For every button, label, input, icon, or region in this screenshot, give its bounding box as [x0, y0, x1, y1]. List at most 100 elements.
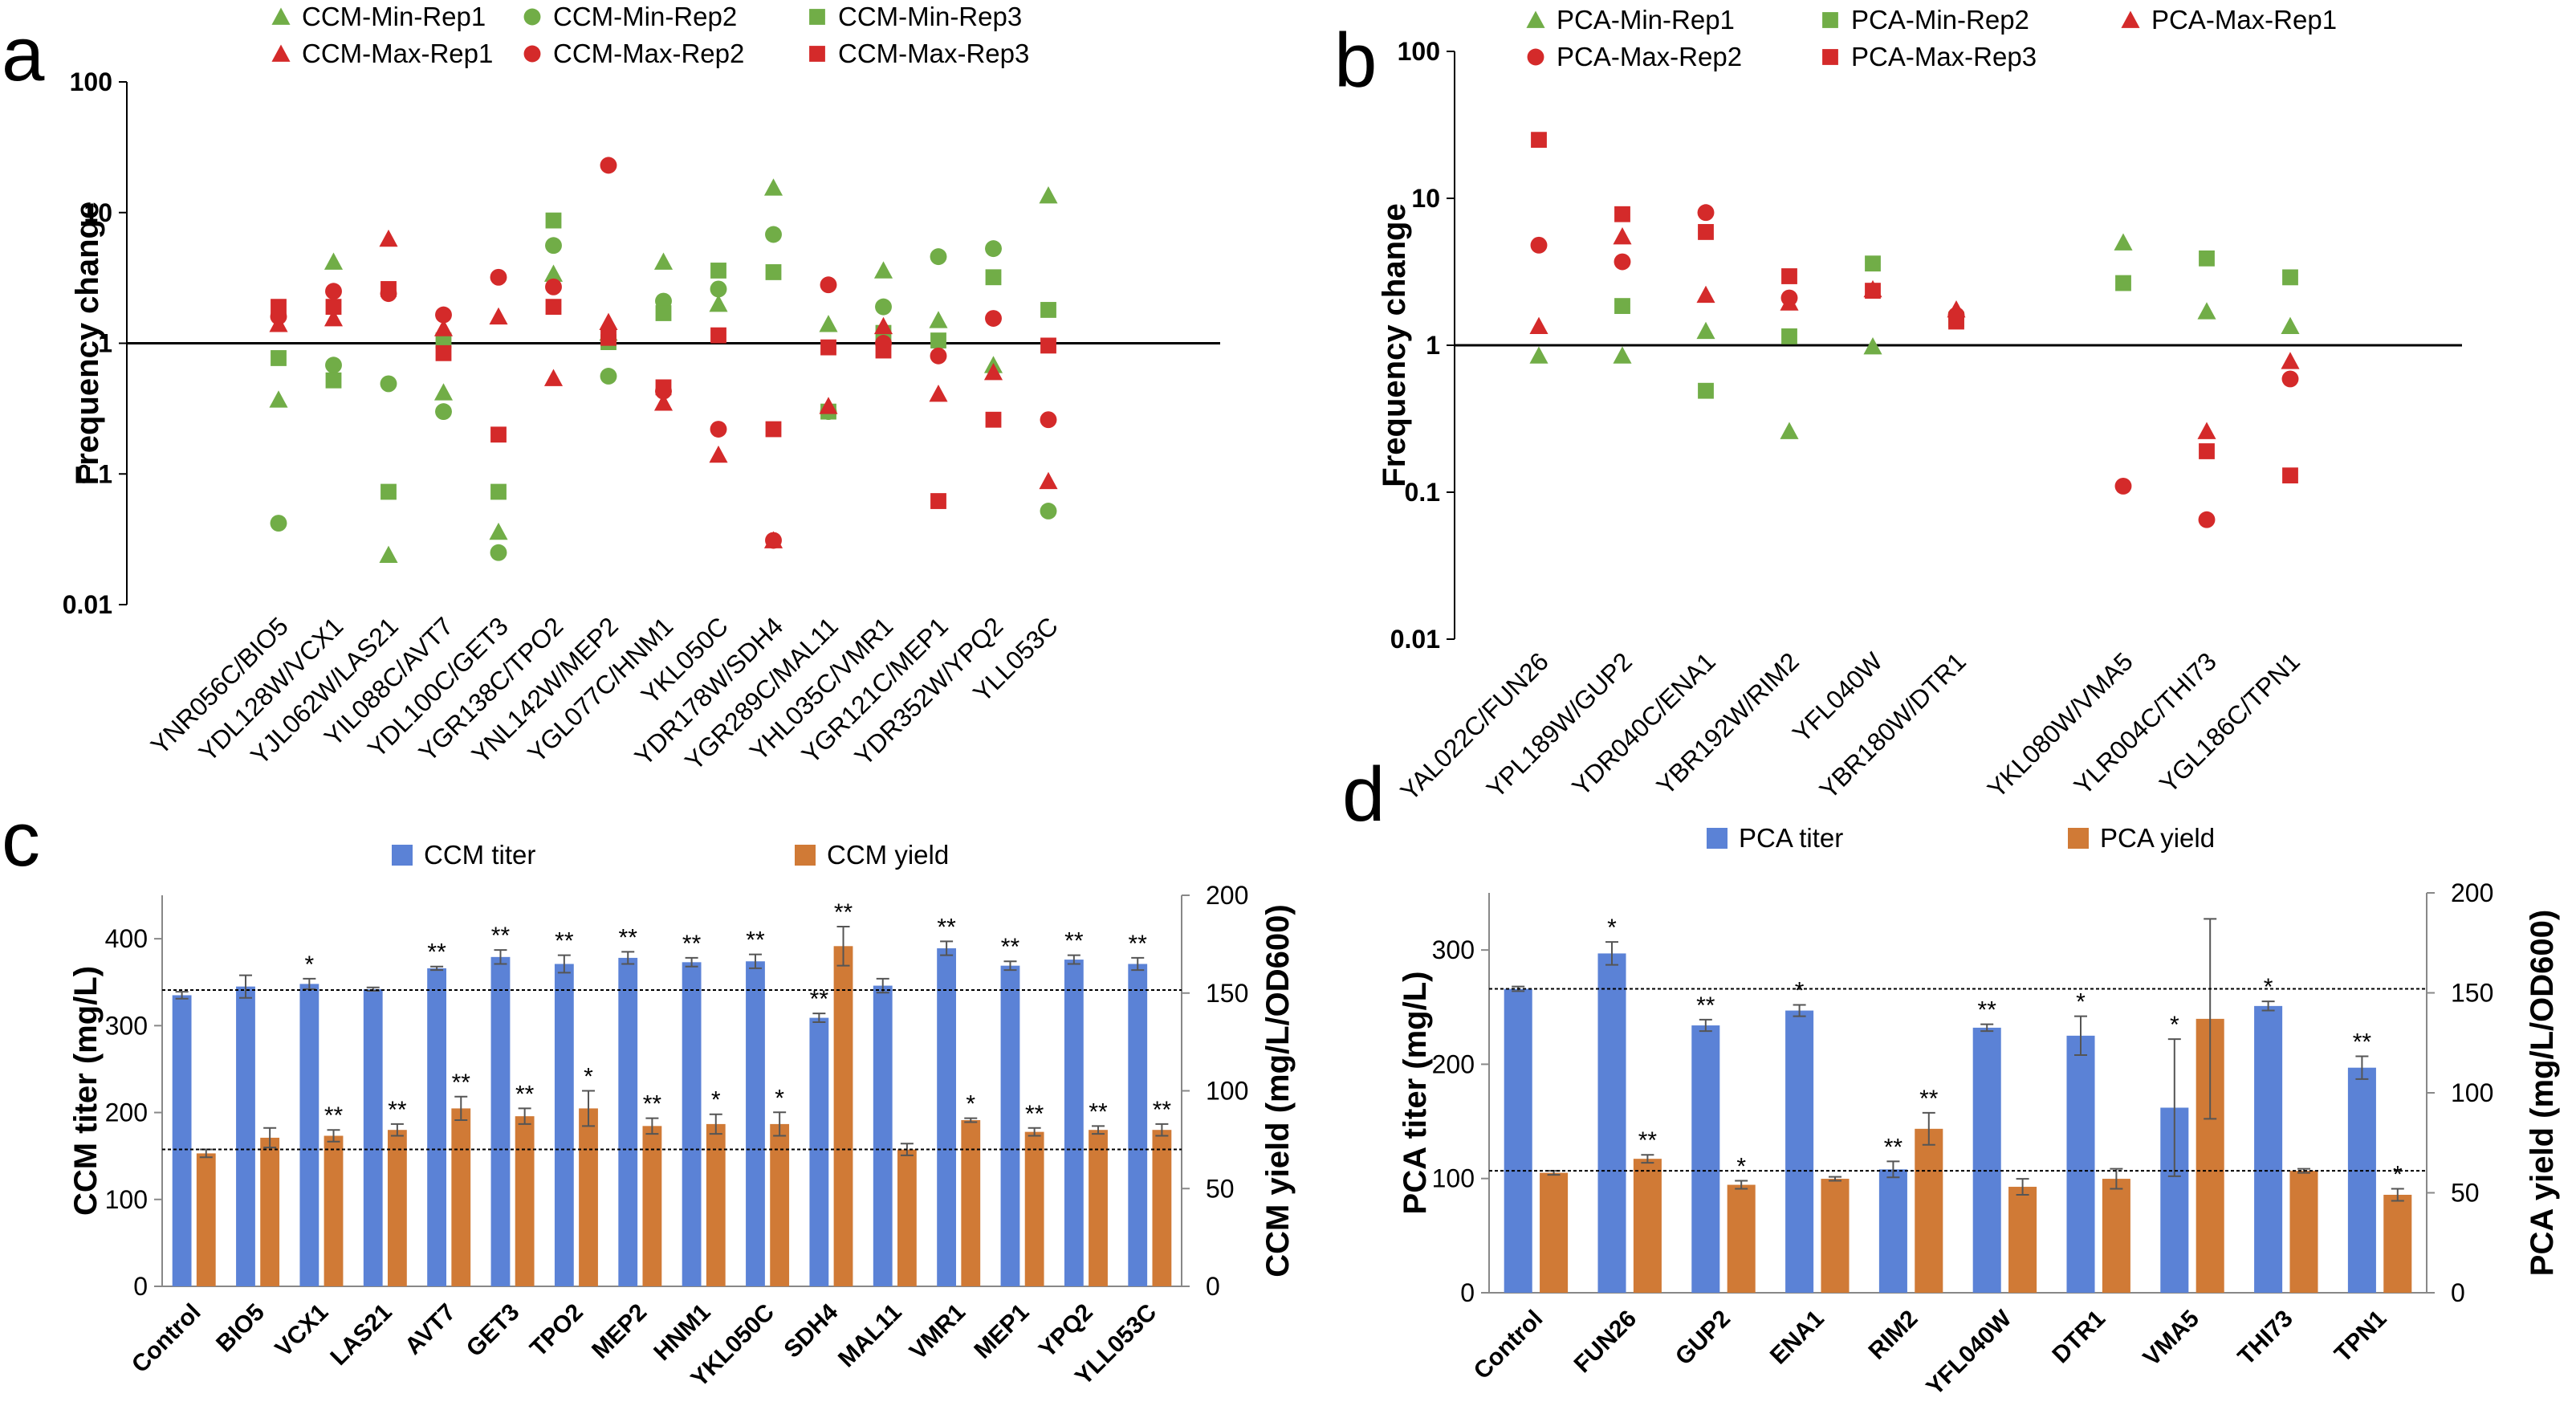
legend-swatch: [795, 845, 816, 866]
bar: [2383, 1194, 2412, 1293]
data-point: [2197, 302, 2216, 320]
significance-label: *: [2076, 989, 2086, 1016]
bar: [1024, 1131, 1044, 1286]
data-point: [379, 229, 398, 247]
significance-label: *: [1607, 915, 1617, 941]
significance-label: *: [775, 1085, 784, 1111]
data-point: [269, 390, 288, 408]
bar: [299, 984, 319, 1286]
bar: [1064, 960, 1084, 1286]
bar: [196, 1153, 216, 1286]
y-axis-title: Frequency change: [1377, 203, 1412, 487]
data-point: [1780, 289, 1798, 307]
legend-marker: [1527, 48, 1544, 66]
data-point: [380, 281, 397, 297]
legend-label: CCM-Min-Rep3: [838, 2, 1022, 31]
data-point: [600, 368, 617, 385]
y-tick-label: 0.01: [63, 590, 112, 619]
legend-label: PCA-Max-Rep2: [1557, 42, 1742, 71]
bar: [937, 948, 957, 1286]
data-point: [1614, 206, 1630, 222]
y-left-tick-label: 200: [105, 1098, 148, 1127]
legend-swatch: [2068, 828, 2089, 849]
data-point: [655, 305, 672, 321]
legend-swatch: [1707, 828, 1728, 849]
data-point: [2114, 477, 2132, 495]
significance-label: **: [1978, 997, 1997, 1024]
significance-label: *: [2170, 1012, 2179, 1038]
legend-marker: [809, 46, 825, 62]
y-axis-title-left: CCM titer (mg/L): [68, 966, 104, 1216]
data-point: [820, 339, 836, 356]
data-point: [1039, 185, 1058, 204]
significance-label: **: [1001, 934, 1020, 960]
data-point: [435, 403, 452, 421]
significance-label: **: [643, 1091, 662, 1118]
y-right-tick-label: 100: [1206, 1077, 1248, 1106]
data-point: [985, 240, 1002, 258]
bar: [2254, 1005, 2283, 1293]
data-point: [1614, 298, 1630, 315]
data-point: [930, 347, 947, 365]
data-point: [271, 299, 287, 316]
y-axis-title-right: CCM yield (mg/L/OD600): [1260, 904, 1296, 1277]
data-point: [490, 544, 507, 561]
data-point: [380, 375, 397, 393]
legend-label: CCM-Min-Rep2: [553, 2, 737, 31]
y-right-tick-label: 150: [1206, 979, 1248, 1008]
data-point: [433, 383, 454, 401]
y-tick-label: 0.1: [1405, 478, 1440, 507]
data-point: [543, 264, 564, 282]
data-point: [1614, 253, 1631, 271]
data-point: [2281, 316, 2300, 334]
data-point: [435, 344, 452, 361]
data-point: [1698, 382, 1714, 399]
data-point: [763, 178, 783, 196]
significance-label: **: [2353, 1029, 2372, 1055]
data-point: [820, 276, 837, 294]
legend-swatch: [392, 845, 413, 866]
data-point: [490, 483, 507, 500]
data-point: [489, 522, 508, 540]
data-point: [1697, 204, 1715, 222]
legend-label: PCA yield: [2100, 823, 2215, 853]
bar: [1785, 1010, 1814, 1293]
bar: [1972, 1027, 2001, 1293]
data-point: [1781, 328, 1797, 344]
data-point: [490, 268, 507, 286]
y-right-tick-label: 50: [1206, 1174, 1235, 1203]
data-point: [325, 357, 342, 374]
panel-label-a: a: [2, 11, 45, 97]
data-point: [271, 350, 287, 366]
significance-label: **: [555, 928, 574, 955]
bar: [1915, 1128, 1943, 1293]
y-left-tick-label: 0: [1460, 1278, 1475, 1307]
bar: [833, 946, 853, 1286]
legend-label: PCA-Max-Rep3: [1851, 42, 2037, 71]
data-point: [1613, 346, 1632, 364]
bar: [236, 986, 255, 1286]
data-point: [819, 397, 838, 414]
data-point: [1781, 268, 1797, 284]
data-point: [2114, 233, 2133, 251]
y-axis-title-left: PCA titer (mg/L): [1398, 972, 1433, 1215]
bar: [1727, 1184, 1756, 1293]
significance-label: **: [324, 1102, 344, 1129]
data-point: [1865, 255, 1881, 272]
data-point: [2115, 275, 2131, 291]
data-point: [929, 384, 948, 402]
data-point: [1780, 422, 1799, 439]
y-right-tick-label: 0: [1206, 1272, 1220, 1301]
legend-marker: [1526, 10, 1545, 28]
bar: [809, 1017, 829, 1286]
data-point: [1531, 132, 1547, 149]
legend-label: CCM yield: [827, 840, 949, 870]
significance-label: *: [2264, 974, 2273, 1000]
data-point: [600, 157, 617, 174]
y-right-tick-label: 100: [2451, 1078, 2493, 1107]
significance-label: **: [1884, 1134, 1903, 1160]
bar: [2347, 1067, 2376, 1293]
data-point: [1863, 337, 1882, 355]
significance-label: **: [491, 923, 511, 949]
bar: [746, 961, 765, 1286]
